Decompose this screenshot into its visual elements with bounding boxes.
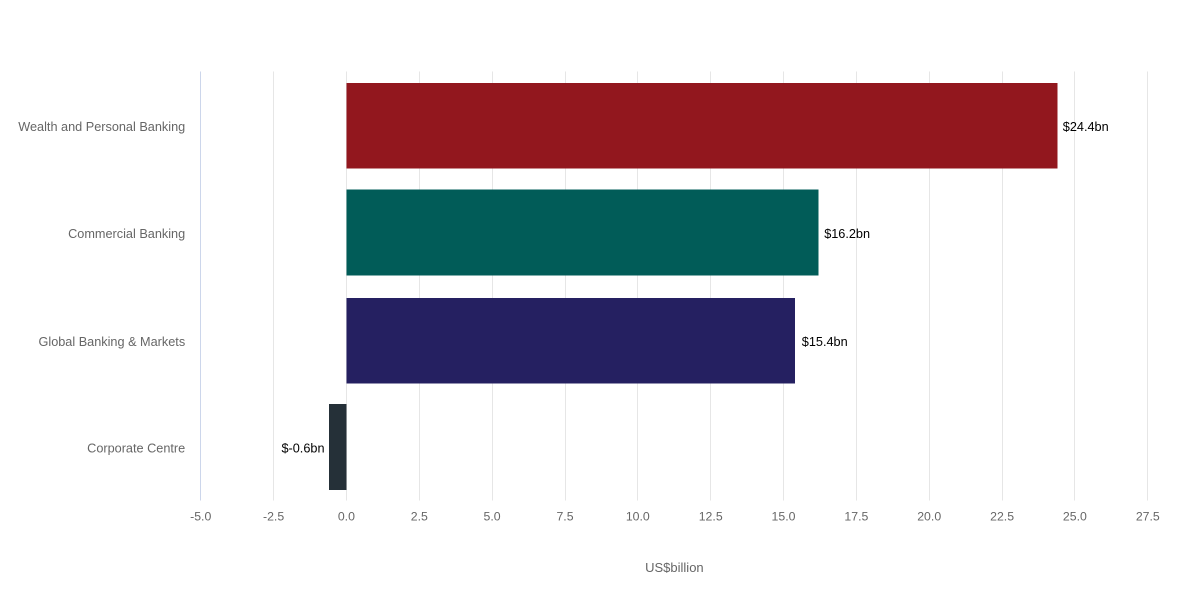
svg-text:5.0: 5.0 bbox=[484, 510, 501, 524]
svg-text:$15.4bn: $15.4bn bbox=[802, 335, 848, 349]
svg-text:12.5: 12.5 bbox=[699, 510, 723, 524]
svg-text:-2.5: -2.5 bbox=[263, 510, 284, 524]
svg-text:2.5: 2.5 bbox=[411, 510, 428, 524]
svg-text:Commercial Banking: Commercial Banking bbox=[68, 227, 185, 241]
svg-text:Corporate Centre: Corporate Centre bbox=[87, 441, 185, 455]
svg-text:Global Banking & Markets: Global Banking & Markets bbox=[39, 335, 186, 349]
svg-text:10.0: 10.0 bbox=[626, 510, 650, 524]
svg-text:Wealth and Personal Banking: Wealth and Personal Banking bbox=[18, 120, 185, 134]
svg-text:17.5: 17.5 bbox=[844, 510, 868, 524]
svg-text:US$billion: US$billion bbox=[645, 560, 704, 575]
svg-text:20.0: 20.0 bbox=[917, 510, 941, 524]
svg-text:$24.4bn: $24.4bn bbox=[1063, 120, 1109, 134]
svg-text:$16.2bn: $16.2bn bbox=[824, 227, 870, 241]
svg-text:-5.0: -5.0 bbox=[190, 510, 211, 524]
svg-text:27.5: 27.5 bbox=[1136, 510, 1160, 524]
svg-text:22.5: 22.5 bbox=[990, 510, 1014, 524]
svg-text:0.0: 0.0 bbox=[338, 510, 355, 524]
svg-text:$-0.6bn: $-0.6bn bbox=[281, 441, 324, 455]
svg-text:25.0: 25.0 bbox=[1063, 510, 1087, 524]
svg-text:7.5: 7.5 bbox=[556, 510, 573, 524]
svg-text:15.0: 15.0 bbox=[772, 510, 796, 524]
